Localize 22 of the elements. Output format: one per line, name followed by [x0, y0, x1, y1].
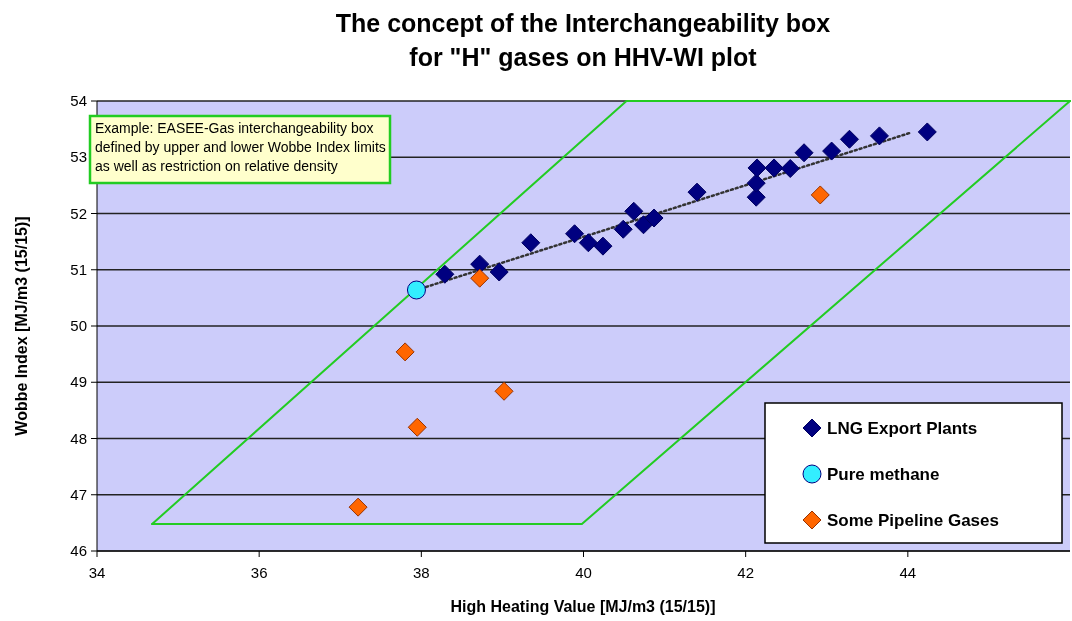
x-tick-label: 34: [88, 564, 106, 581]
y-tick-label: 51: [70, 260, 87, 278]
chart-title: The concept of the Interchangeability box for "H" gases on HHV-WI plot: [335, 9, 831, 71]
y-tick-label: 49: [70, 373, 87, 391]
x-tick-label: 40: [575, 564, 592, 581]
x-axis-title: High Heating Value [MJ/m3 (15/15)]: [450, 598, 716, 615]
y-tick-label: 52: [70, 204, 87, 222]
x-tick-label: 42: [737, 564, 755, 581]
y-tick-label: 54: [70, 92, 87, 109]
x-tick-label: 44: [899, 564, 917, 581]
legend-label: LNG Export Plants: [827, 419, 978, 438]
y-tick-label: 48: [70, 429, 87, 447]
legend-label: Some Pipeline Gases: [827, 511, 999, 530]
x-tick-label: 36: [250, 564, 268, 581]
annotation: Example: EASEE-Gas interchangeability box defined by upper and lower Wobbe Index limits as well as restriction on relative density: [95, 120, 386, 174]
x-tick-label: 38: [412, 564, 430, 581]
legend-label: Pure methane: [827, 465, 940, 484]
y-axis-title: Wobbe Index [MJ/m3 (15/15)]: [13, 216, 30, 436]
y-tick-label: 53: [70, 148, 87, 166]
y-tick-label: 46: [70, 542, 87, 559]
y-tick-label: 47: [70, 485, 87, 503]
y-tick-label: 50: [70, 317, 87, 334]
